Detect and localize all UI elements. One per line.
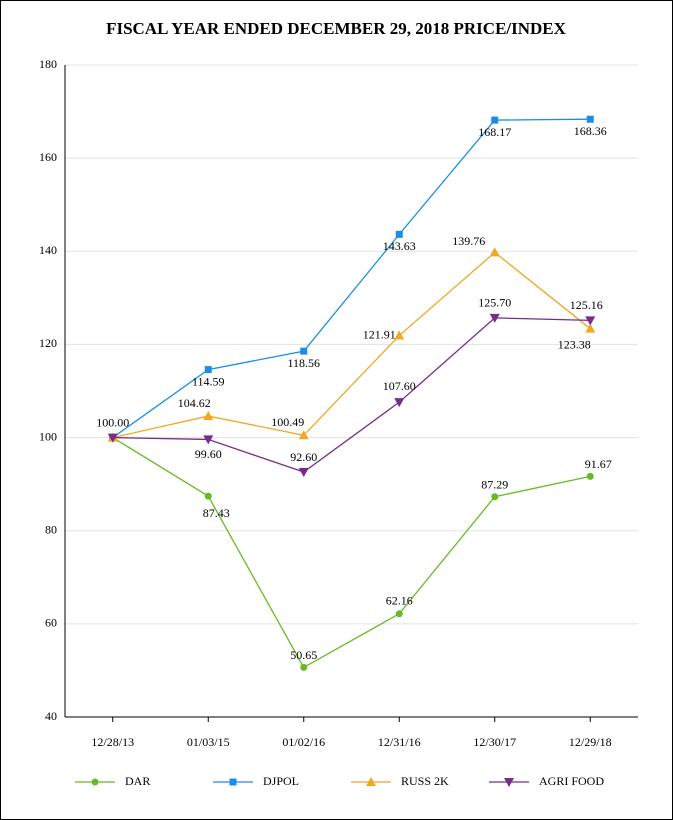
- marker: [394, 398, 405, 408]
- marker: [586, 115, 594, 123]
- data-label: 125.16: [570, 298, 603, 312]
- data-label: 104.62: [178, 396, 211, 410]
- marker: [300, 347, 308, 355]
- marker: [395, 230, 403, 238]
- x-tick-label: 12/30/17: [473, 735, 516, 749]
- marker: [203, 411, 214, 421]
- data-label: 168.17: [478, 125, 511, 139]
- marker: [585, 316, 596, 326]
- data-label: 168.36: [574, 124, 607, 138]
- data-label: 100.00: [96, 415, 129, 429]
- data-label: 87.29: [481, 478, 508, 492]
- data-label: 125.70: [478, 296, 511, 310]
- x-tick-label: 12/31/16: [378, 735, 421, 749]
- y-tick-label: 120: [39, 336, 57, 350]
- data-label: 62.16: [386, 594, 413, 608]
- marker: [585, 323, 596, 333]
- marker: [394, 330, 405, 340]
- x-tick-label: 01/03/15: [187, 735, 230, 749]
- y-tick-label: 80: [45, 522, 57, 536]
- y-tick-label: 180: [39, 57, 57, 71]
- y-tick-label: 100: [39, 429, 57, 443]
- data-label: 118.56: [287, 356, 320, 370]
- data-label: 107.60: [383, 379, 416, 393]
- y-tick-label: 60: [45, 616, 57, 630]
- data-label: 50.65: [290, 648, 317, 662]
- x-tick-label: 12/29/18: [569, 735, 612, 749]
- data-label: 87.43: [203, 506, 230, 520]
- marker: [586, 472, 594, 480]
- marker: [395, 610, 403, 618]
- data-label: 92.60: [290, 450, 317, 464]
- y-tick-label: 140: [39, 243, 57, 257]
- series-line: [112, 251, 591, 439]
- legend-label: RUSS 2K: [401, 774, 449, 788]
- legend-label: AGRI FOOD: [539, 774, 604, 788]
- marker: [491, 493, 499, 501]
- data-label: 123.38: [558, 337, 591, 351]
- data-label: 100.49: [271, 415, 304, 429]
- marker: [300, 663, 308, 671]
- data-label: 91.67: [585, 457, 612, 471]
- marker: [366, 777, 376, 786]
- marker: [491, 116, 499, 124]
- marker: [204, 492, 212, 500]
- marker: [107, 433, 118, 443]
- y-tick-label: 160: [39, 150, 57, 164]
- data-label: 99.60: [195, 447, 222, 461]
- data-label: 143.63: [383, 239, 416, 253]
- series-line: [112, 437, 591, 669]
- data-label: 121.91: [363, 327, 396, 341]
- marker: [298, 468, 309, 478]
- marker: [504, 778, 514, 787]
- x-tick-label: 01/02/16: [282, 735, 325, 749]
- marker: [229, 778, 237, 786]
- x-tick-label: 12/28/13: [91, 735, 134, 749]
- marker: [204, 366, 212, 374]
- y-tick-label: 40: [45, 709, 57, 723]
- legend-label: DAR: [125, 774, 150, 788]
- marker: [489, 247, 500, 257]
- series-line: [112, 118, 591, 439]
- legend-label: DJPOL: [263, 774, 299, 788]
- marker: [298, 430, 309, 440]
- marker: [489, 313, 500, 323]
- data-label: 114.59: [192, 374, 225, 388]
- series-line: [112, 317, 591, 473]
- data-label: 139.76: [452, 234, 485, 248]
- marker: [203, 435, 214, 445]
- chart-title: FISCAL YEAR ENDED DECEMBER 29, 2018 PRIC…: [106, 19, 567, 38]
- marker: [91, 778, 99, 786]
